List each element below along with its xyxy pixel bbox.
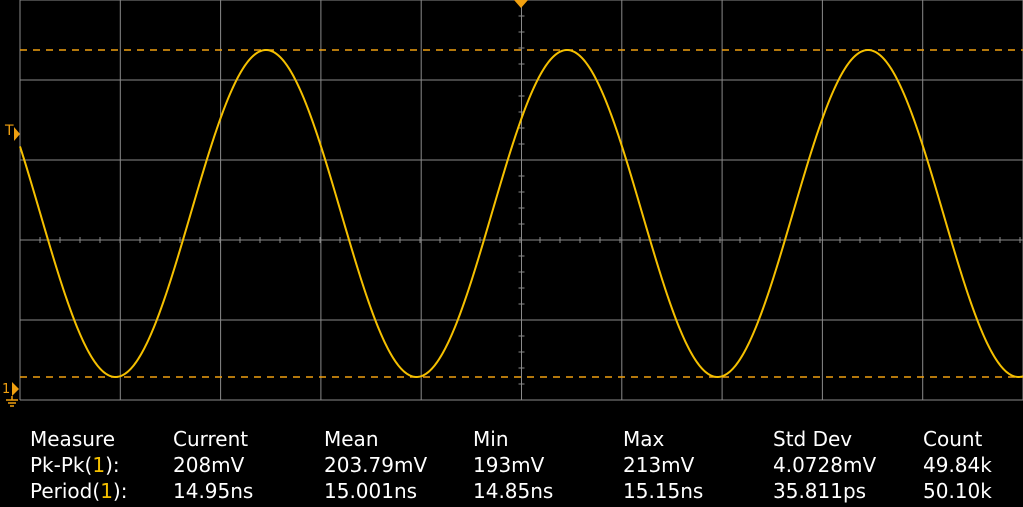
value-current: 14.95ns [173, 479, 254, 503]
value-std-dev: 4.0728mV [773, 453, 877, 477]
value-count: 50.10k [923, 479, 992, 503]
measurement-row-pk-pk[interactable]: Pk-Pk(1): 208mV 203.79mV 193mV 213mV 4.0… [0, 453, 1023, 477]
channel-1-marker-label: 1 [2, 382, 10, 397]
channel-number: 1 [100, 479, 113, 503]
cursor-lines [20, 49, 1023, 378]
channel-1-arrow-icon [12, 382, 19, 396]
header-count: Count [923, 427, 983, 451]
header-std-dev: Std Dev [773, 427, 853, 451]
trigger-position-marker[interactable] [514, 0, 528, 8]
channel-number: 1 [92, 453, 106, 477]
channel-1-ground-marker[interactable]: 1 [2, 382, 19, 407]
graticule-grid [19, 0, 1023, 401]
measurement-row-period[interactable]: Period(1): 14.95ns 15.001ns 14.85ns 15.1… [0, 479, 1023, 503]
measurement-name: Period(1): [30, 479, 128, 503]
measurement-header-row: Measure Current Mean Min Max Std Dev Cou… [0, 427, 1023, 451]
value-mean: 15.001ns [324, 479, 418, 503]
value-min: 14.85ns [473, 479, 554, 503]
trigger-level-marker[interactable]: T [4, 123, 20, 141]
header-max: Max [623, 427, 665, 451]
trigger-level-label: T [4, 123, 14, 139]
value-max: 15.15ns [623, 479, 704, 503]
header-measure: Measure [30, 427, 115, 451]
measurement-table: Measure Current Mean Min Max Std Dev Cou… [0, 425, 1023, 507]
value-max: 213mV [623, 453, 695, 477]
header-min: Min [473, 427, 509, 451]
header-mean: Mean [324, 427, 379, 451]
value-mean: 203.79mV [324, 453, 428, 477]
value-std-dev: 35.811ps [773, 479, 867, 503]
channel-1-waveform [19, 48, 1023, 378]
value-current: 208mV [173, 453, 245, 477]
trigger-level-arrow-icon [14, 127, 20, 141]
ground-icon [6, 396, 18, 407]
measurement-name: Pk-Pk(1): [30, 453, 120, 477]
value-count: 49.84k [923, 453, 992, 477]
value-min: 193mV [473, 453, 545, 477]
header-current: Current [173, 427, 249, 451]
